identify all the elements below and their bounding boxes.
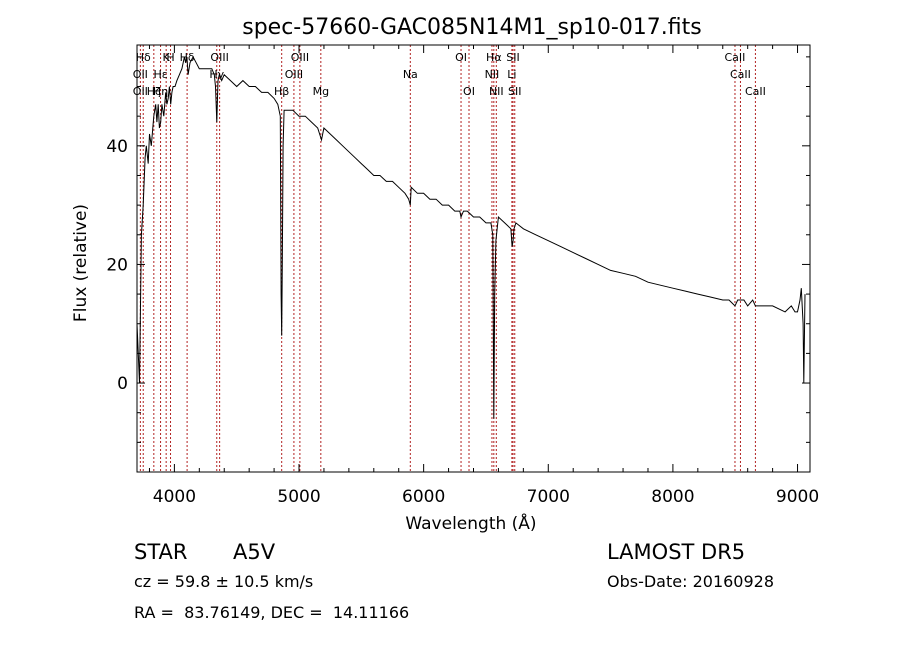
line-marker-label-21: Hβ [274, 85, 289, 98]
y-axis-ticks: 0 20 40 [106, 56, 810, 443]
x-tick-label-1: 5000 [277, 487, 320, 507]
line-marker-label-9: CaII [725, 51, 746, 64]
obs-date: Obs-Date: 20160928 [607, 572, 775, 591]
line-markers [139, 45, 756, 472]
line-marker-label-20: Hη [153, 85, 168, 98]
plot-frame [136, 44, 811, 473]
x-tick-label-4: 8000 [651, 487, 694, 507]
line-marker-label-4: OIII [210, 51, 228, 64]
subclass: A5V [233, 540, 276, 564]
line-marker-label-15: NII [485, 68, 500, 81]
x-tick-label-0: 4000 [153, 487, 196, 507]
coordinates: RA = 83.76149, DEC = 14.11166 [134, 603, 410, 622]
line-marker-label-14: Na [403, 68, 418, 81]
line-marker-label-13: OIII [285, 68, 303, 81]
line-marker-label-0: Hδ [136, 51, 151, 64]
y-tick-label-0: 0 [117, 374, 128, 394]
chart-title: spec-57660-GAC085N14M1_sp10-017.fits [242, 15, 702, 40]
line-marker-label-2: H [166, 51, 174, 64]
y-tick-label-2: 40 [106, 137, 128, 157]
line-marker-label-6: OI [455, 51, 467, 64]
line-marker-label-17: CaII [730, 68, 751, 81]
line-marker-label-8: SII [506, 51, 519, 64]
line-marker-label-16: Li [507, 68, 516, 81]
line-marker-label-11: Hε [153, 68, 167, 81]
redshift-readout: cz = 59.8 ± 10.5 km/s [134, 572, 314, 591]
line-marker-label-5: OIII [291, 51, 309, 64]
y-axis-label: Flux (relative) [71, 204, 91, 322]
line-marker-label-22: Mg [313, 85, 329, 98]
x-tick-label-5: 9000 [776, 487, 819, 507]
line-marker-label-25: SII [508, 85, 521, 98]
x-axis-ticks: 4000 5000 6000 7000 8000 9000 [148, 45, 819, 507]
survey-name: LAMOST DR5 [607, 540, 746, 564]
x-tick-label-2: 6000 [402, 487, 445, 507]
x-axis-label: Wavelength (Å) [405, 512, 536, 534]
spectrum-line [136, 55, 806, 419]
y-tick-label-1: 20 [106, 255, 128, 275]
line-marker-label-19: Hζ [147, 85, 161, 98]
line-marker-label-7: Hα [486, 51, 502, 64]
line-marker-label-10: OII [133, 68, 148, 81]
line-marker-label-26: CaII [745, 85, 766, 98]
x-tick-label-3: 7000 [527, 487, 570, 507]
object-class: STAR [134, 540, 188, 564]
line-marker-label-1: K [163, 51, 171, 64]
line-marker-label-23: OI [463, 85, 475, 98]
line-marker-label-24: NII [489, 85, 504, 98]
